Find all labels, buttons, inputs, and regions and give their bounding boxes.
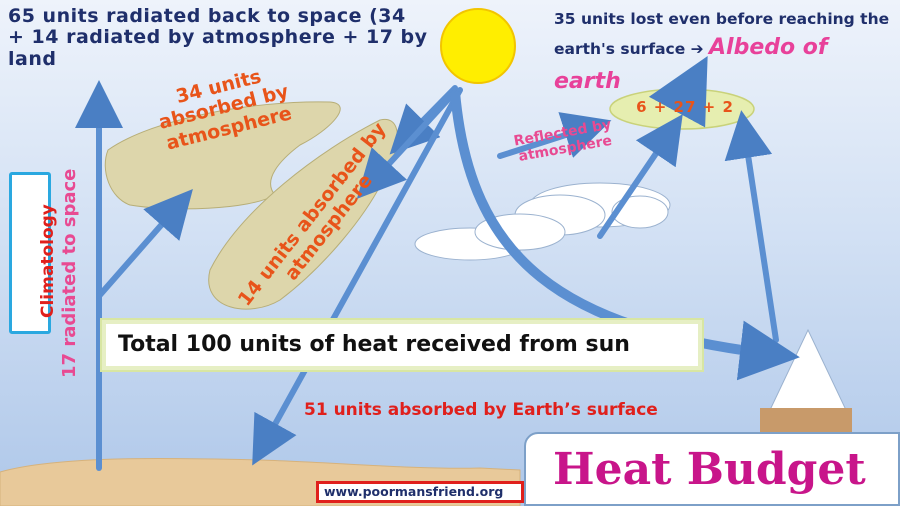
absorbed-51-label: 51 units absorbed by Earth’s surface	[304, 400, 658, 420]
albedo-label: Albedo of earth	[554, 35, 828, 95]
mountain-shape	[769, 328, 847, 411]
website-link[interactable]: www.poormansfriend.org	[324, 484, 504, 499]
radiated-17-label: 17 radiated to space	[59, 168, 80, 378]
lost-before-text: 35 units lost even before reaching the e…	[554, 7, 894, 99]
heat-budget-box	[524, 432, 900, 506]
lost-before-label: 35 units lost even before reaching the e…	[554, 10, 890, 59]
sun-shape	[440, 8, 516, 84]
climatology-box	[9, 172, 51, 334]
total-received-banner: Total 100 units of heat received from su…	[102, 320, 702, 370]
radiated-back-text: 65 units radiated back to space (34 + 14…	[8, 5, 428, 70]
climatology-label: Climatology	[38, 204, 58, 318]
website-box	[316, 481, 524, 503]
heat-budget-title: Heat Budget	[553, 444, 866, 495]
mountain-base	[760, 408, 852, 432]
total-received-label: Total 100 units of heat received from su…	[118, 332, 630, 357]
cloud-shape	[414, 182, 671, 261]
reflection-sum-label: 6 + 27 + 2	[636, 98, 734, 116]
atmosphere-blob-34	[104, 101, 341, 210]
